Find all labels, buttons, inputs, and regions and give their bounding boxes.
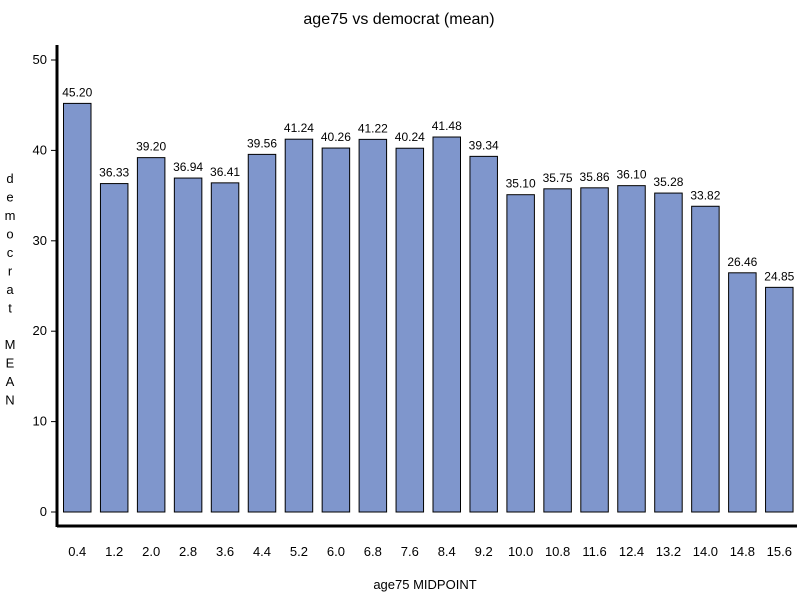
y-axis-ticks: 0 10 20 30 40 50 [33,52,57,519]
bar [469,155,498,513]
y-axis-label-char: e [6,190,13,205]
bars [63,102,794,513]
bar [617,185,646,513]
bar-value-label: 24.85 [764,269,794,283]
y-tick-label: 20 [33,323,47,338]
bar [284,138,314,513]
bar-value-label: 35.10 [506,177,536,191]
bar-value-label: 40.24 [395,130,425,144]
value-labels: 45.20 36.33 39.20 36.94 36.41 39.56 41.24 40.26… [62,85,794,283]
bar [432,136,461,513]
bar [99,183,129,513]
y-tick-label: 50 [33,52,47,67]
x-tick-label: 7.6 [401,544,419,559]
bar-value-label: 33.82 [690,188,720,202]
x-tick-label: 3.6 [216,544,234,559]
bar [173,177,203,513]
x-tick-label: 1.2 [105,544,123,559]
x-tick-label: 14.8 [730,544,755,559]
bar-value-label: 39.34 [469,138,499,152]
bar [395,147,425,513]
bar-value-label: 45.20 [62,85,92,99]
bar-value-label: 35.28 [653,175,683,189]
y-tick-label: 30 [33,233,47,248]
bar [654,192,683,513]
y-tick-label: 0 [40,504,47,519]
x-axis-tick-labels: 0.4 1.2 2.0 2.8 3.6 4.4 5.2 6.0 6.8 7.6 8.4 9.2 10.0… [68,544,792,559]
x-tick-label: 11.6 [582,544,606,559]
y-axis-label-char: o [6,227,13,242]
x-tick-label: 9.2 [475,544,493,559]
bar-value-label: 41.22 [358,121,388,135]
x-tick-label: 6.0 [327,544,345,559]
x-tick-label: 2.0 [142,544,160,559]
bar [63,102,92,513]
x-tick-label: 10.0 [508,544,533,559]
x-tick-label: 4.4 [253,544,271,559]
bar [728,272,757,513]
y-axis-label-char: c [7,245,14,260]
bar [580,187,609,513]
y-axis-label-char: m [5,208,16,223]
y-axis-label-char: r [8,264,13,279]
y-axis-label-char: d [6,171,13,186]
bar [247,153,277,513]
x-tick-label: 13.2 [656,544,681,559]
x-tick-label: 5.2 [290,544,308,559]
x-tick-label: 14.0 [693,544,718,559]
x-tick-label: 2.8 [179,544,197,559]
y-axis-label-char: M [5,337,16,352]
bar [506,194,535,513]
bar-value-label: 39.56 [247,136,277,150]
bar-value-label: 35.75 [543,171,573,185]
bar [358,138,388,513]
x-tick-label: 0.4 [68,544,86,559]
bar-value-label: 26.46 [727,255,757,269]
y-tick-label: 10 [33,414,47,429]
bar-value-label: 40.26 [321,130,351,144]
y-axis-label-char: A [6,374,15,389]
chart-title: age75 vs democrat (mean) [303,11,494,28]
bar-value-label: 36.10 [616,168,646,182]
x-tick-label: 15.6 [767,544,792,559]
x-tick-label: 10.8 [545,544,570,559]
x-tick-label: 12.4 [619,544,644,559]
bar [321,147,351,513]
bar-value-label: 36.33 [99,166,129,180]
bar [543,188,572,513]
y-axis-label-char: N [5,393,14,408]
bar-value-label: 36.94 [173,160,203,174]
y-axis-label-char: a [6,282,14,297]
bar [691,205,720,513]
x-tick-label: 8.4 [438,544,456,559]
bar-value-label: 35.86 [580,170,610,184]
bar-value-label: 36.41 [210,165,240,179]
bar-value-label: 41.48 [432,119,462,133]
bar [136,157,166,513]
x-axis-label: age75 MIDPOINT [373,577,476,592]
bar-value-label: 41.24 [284,121,314,135]
y-axis-label-char: t [8,301,12,316]
bar [210,182,240,513]
bar-value-label: 39.20 [136,140,166,154]
x-tick-label: 6.8 [364,544,382,559]
bar [765,286,794,513]
y-tick-label: 40 [33,142,47,157]
y-axis-label-char: E [6,356,15,371]
